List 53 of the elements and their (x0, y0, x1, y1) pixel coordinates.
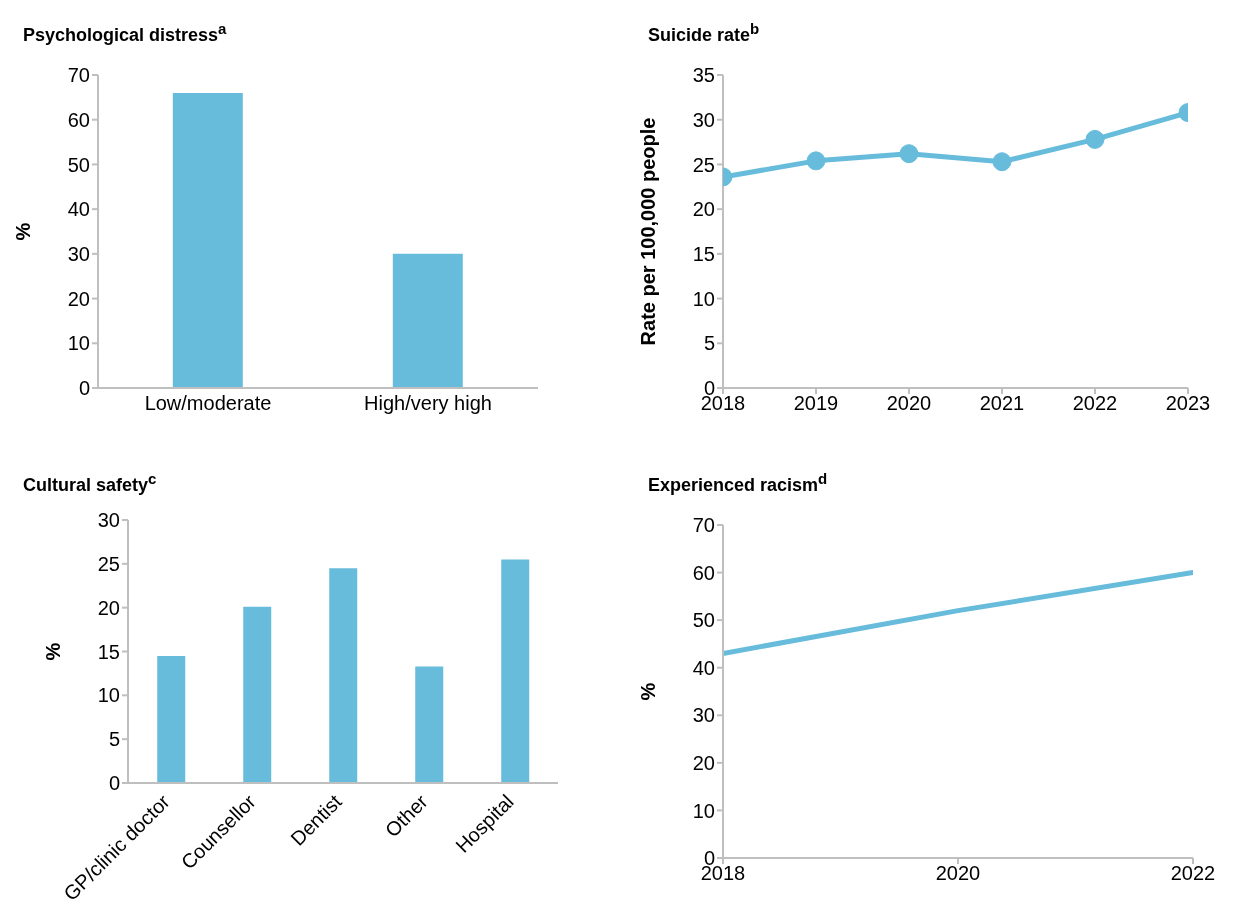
y-tick-label: 20 (97, 596, 120, 619)
point (899, 144, 919, 164)
x-tick-label: 2020 (935, 862, 981, 885)
bar (415, 666, 444, 783)
x-tick-label: 2022 (1072, 392, 1118, 415)
y-tick-label: 30 (692, 108, 715, 131)
y-tick-label: 60 (67, 108, 90, 131)
y-tick-label: 5 (703, 332, 715, 355)
bar (329, 568, 358, 783)
y-tick-label: 70 (692, 514, 715, 537)
y-tick-label: 0 (78, 377, 90, 400)
x-tick-label: Low/moderate (144, 392, 272, 415)
y-tick-label: 35 (692, 64, 715, 87)
bar (157, 655, 186, 783)
chart-title: Experienced racism$^{d}$ (648, 470, 828, 496)
point (992, 152, 1012, 172)
y-tick-label: 40 (692, 656, 715, 679)
x-tick-label: 2022 (1170, 862, 1216, 885)
y-tick-label: 15 (692, 242, 715, 265)
y-tick-label: 60 (692, 561, 715, 584)
y-tick-label: 20 (692, 751, 715, 774)
y-tick-label: 10 (692, 799, 715, 822)
y-tick-label: 10 (692, 287, 715, 310)
bar (243, 606, 272, 783)
y-axis-title: % (42, 642, 65, 661)
y-tick-label: 10 (67, 332, 90, 355)
y-tick-label: 10 (97, 684, 120, 707)
y-tick-label: 30 (67, 242, 90, 265)
x-tick-label: 2021 (979, 392, 1025, 415)
y-axis-title: Rate per 100,000 people (637, 117, 660, 346)
y-tick-label: 5 (108, 728, 120, 751)
y-tick-label: 30 (692, 704, 715, 727)
chart-title: Suicide rate$^{b}$ (648, 20, 760, 46)
y-tick-label: 15 (97, 640, 120, 663)
y-tick-label: 50 (67, 153, 90, 176)
bar (501, 559, 530, 783)
y-tick-label: 40 (67, 198, 90, 221)
y-tick-label: 30 (97, 509, 120, 532)
y-tick-label: 20 (67, 287, 90, 310)
y-axis-title: % (12, 222, 35, 241)
y-tick-label: 25 (692, 153, 715, 176)
y-axis-title: % (637, 682, 660, 701)
y-tick-label: 25 (97, 552, 120, 575)
x-tick-label: 2019 (793, 392, 839, 415)
x-tick-label: High/very high (364, 392, 492, 415)
x-tick-label: 2020 (886, 392, 932, 415)
chart-title: Psychological distress$^{a}$ (23, 20, 227, 46)
y-tick-label: 0 (108, 772, 120, 795)
y-tick-label: 50 (692, 609, 715, 632)
y-tick-label: 70 (67, 64, 90, 87)
x-tick-label: 2023 (1165, 392, 1211, 415)
chart-title: Cultural safety$^{c}$ (23, 470, 157, 496)
y-tick-label: 20 (692, 198, 715, 221)
